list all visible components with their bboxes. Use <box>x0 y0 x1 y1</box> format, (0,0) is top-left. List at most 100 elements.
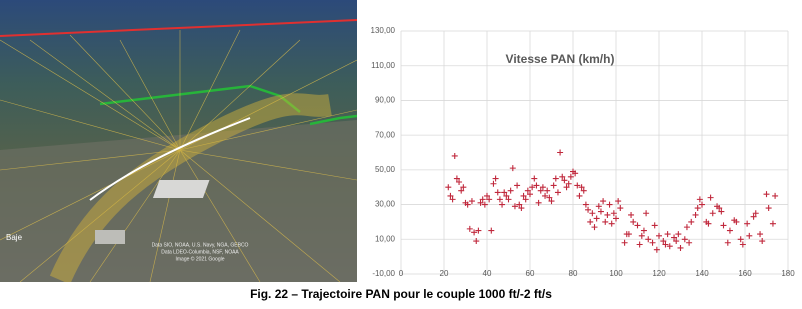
data-point <box>675 231 682 238</box>
data-point <box>692 211 699 218</box>
data-point <box>531 175 538 182</box>
data-point <box>746 232 753 239</box>
data-point <box>456 179 463 186</box>
data-point <box>484 192 490 199</box>
data-point <box>651 222 658 229</box>
data-point <box>591 224 598 231</box>
data-point <box>744 220 751 227</box>
data-point <box>638 232 645 239</box>
data-point <box>451 152 458 159</box>
data-point <box>707 194 714 201</box>
x-tick-label: 180 <box>781 269 795 278</box>
data-point <box>522 196 529 203</box>
data-point <box>597 208 604 215</box>
data-point <box>656 232 662 239</box>
data-point <box>625 231 632 238</box>
data-point <box>559 173 566 180</box>
data-point <box>520 192 527 199</box>
y-tick-label: 10,00 <box>375 234 396 243</box>
data-point <box>535 199 542 206</box>
data-point <box>567 173 574 180</box>
x-tick-label: 160 <box>738 269 752 278</box>
data-point <box>565 180 572 187</box>
data-point <box>578 184 585 191</box>
data-point <box>634 222 641 229</box>
data-point <box>769 220 776 227</box>
data-point <box>494 189 501 196</box>
data-point <box>533 182 540 189</box>
data-point <box>587 218 594 225</box>
data-point <box>507 187 514 194</box>
data-point <box>561 177 568 184</box>
data-point <box>505 196 512 203</box>
data-point <box>683 224 690 231</box>
data-point <box>726 227 733 234</box>
data-point <box>595 203 602 210</box>
data-point <box>511 203 518 210</box>
data-point <box>458 187 465 194</box>
data-point <box>529 184 536 191</box>
data-point <box>593 215 600 222</box>
data-point <box>733 218 740 225</box>
data-point <box>699 201 705 208</box>
data-point <box>757 231 764 238</box>
data-point <box>471 229 478 236</box>
x-tick-label: 20 <box>440 269 449 278</box>
data-point <box>604 211 611 218</box>
data-point <box>739 241 746 248</box>
data-point <box>554 189 561 196</box>
data-point <box>516 201 523 208</box>
data-point <box>486 196 493 203</box>
data-point <box>492 175 499 182</box>
data-point <box>503 192 510 199</box>
y-tick-label: 110,00 <box>371 61 395 70</box>
data-point <box>527 191 533 198</box>
data-point <box>643 210 650 217</box>
data-point <box>464 201 471 208</box>
data-point <box>542 192 549 199</box>
x-tick-label: 140 <box>695 269 709 278</box>
data-point <box>496 196 503 203</box>
data-point <box>737 236 744 243</box>
data-point <box>763 191 770 198</box>
data-point <box>473 238 480 245</box>
data-point <box>580 187 587 194</box>
y-tick-label: 30,00 <box>375 200 396 209</box>
data-point <box>686 239 693 246</box>
data-point <box>488 227 495 234</box>
data-point <box>673 238 680 245</box>
attribution: Data SIO, NOAA, U.S. Navy, NGA, GEBCO <box>152 242 249 248</box>
data-point <box>664 231 671 238</box>
data-point <box>574 182 581 189</box>
x-tick-label: 120 <box>652 269 666 278</box>
data-point <box>548 198 555 205</box>
data-point <box>499 201 506 208</box>
data-point <box>514 182 521 189</box>
data-point <box>718 208 725 215</box>
attribution: Data LDEO-Columbia, NSF, NOAA <box>161 249 239 255</box>
data-point <box>750 213 757 220</box>
data-point <box>724 239 731 246</box>
data-point <box>677 244 684 251</box>
data-point <box>617 205 624 212</box>
data-point <box>509 165 516 172</box>
data-point <box>671 234 678 241</box>
data-point <box>477 199 484 206</box>
data-point <box>537 187 544 194</box>
data-point <box>705 220 712 227</box>
data-point <box>709 210 716 217</box>
data-point <box>552 175 559 182</box>
data-point <box>576 192 583 199</box>
data-point <box>653 246 660 253</box>
data-point <box>681 236 688 243</box>
data-point <box>602 218 609 225</box>
data-point <box>636 241 643 248</box>
data-point <box>752 210 759 217</box>
data-point <box>600 198 607 205</box>
data-point <box>772 192 779 199</box>
data-point <box>610 210 617 217</box>
place-label: Baje <box>6 233 23 242</box>
y-tick-label: 50,00 <box>375 165 396 174</box>
data-point <box>621 239 628 246</box>
y-tick-label: 90,00 <box>375 96 396 105</box>
